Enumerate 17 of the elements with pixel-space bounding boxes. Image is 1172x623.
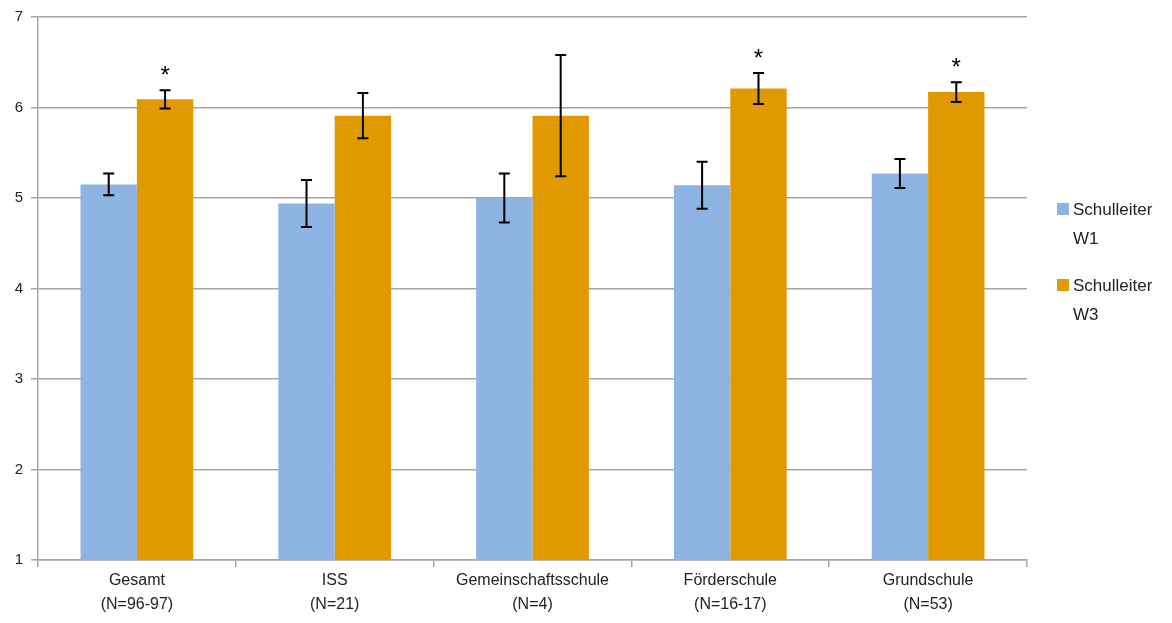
y-tick-label: 7 xyxy=(14,7,23,25)
y-tick-label: 4 xyxy=(14,278,23,296)
y-tick-label: 1 xyxy=(14,550,23,568)
y-tick-label: 2 xyxy=(14,459,23,477)
x-tick-label: ISS (N=21) xyxy=(310,571,360,613)
x-tick-label: Grundschule (N=53) xyxy=(882,571,974,613)
y-tick-label: 3 xyxy=(14,369,23,387)
annotation: * xyxy=(160,60,170,88)
annotation: * xyxy=(951,52,961,80)
annotation: * xyxy=(753,43,764,71)
x-tick-label: Gemeinschaftsschule (N=4) xyxy=(456,571,610,613)
y-tick-label: 6 xyxy=(14,97,23,115)
legend-label: Schulleiter W1 xyxy=(1073,199,1154,250)
x-tick-label: Gesamt (N=96-97) xyxy=(100,571,174,613)
y-tick-label: 5 xyxy=(14,188,23,206)
legend-label: Schulleiter W3 xyxy=(1073,275,1154,326)
x-tick-label: Förderschule (N=16-17) xyxy=(683,571,778,613)
